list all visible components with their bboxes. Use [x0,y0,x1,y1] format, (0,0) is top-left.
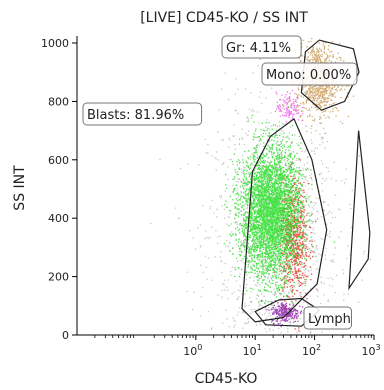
population-lymph-dots [260,298,307,328]
x-tick-label: 101 [243,343,262,358]
y-tick-label: 800 [48,95,69,108]
population-mono-dots [274,89,304,125]
y-tick-label: 200 [48,271,69,284]
gate-label-text: Blasts: 81.96% [87,108,184,123]
population-gr-points [281,37,355,133]
gate-labels: Blasts: 81.96% Gr: 4.11% Mono: 0.00% Lymph [82,35,358,330]
gate-label-text: Gr: 4.11% [226,41,291,56]
population-blasts-dots [220,74,335,323]
y-axis-ticks: 0 200 400 600 800 1000 [41,37,77,342]
gate-label-text: Lymph [308,312,351,327]
chart-title: [LIVE] CD45-KO / SS INT [140,10,308,26]
gate-label-mono: Mono: 0.00% [261,62,358,86]
gate-label-gr: Gr: 4.11% [221,35,302,59]
gate-label-text: Mono: 0.00% [266,68,351,83]
population-gr-dots [281,37,355,133]
x-tick-label: 102 [302,343,321,358]
gate-label-box [221,35,302,59]
axes [76,36,374,336]
x-axis-label: CD45-KO [195,371,258,387]
x-axis-ticks: 100 101 102 103 [94,335,381,358]
gate-label-blasts: Blasts: 81.96% [82,102,203,126]
gate-unlabeled[interactable] [348,130,371,291]
gate-blasts[interactable] [241,117,328,323]
gate-label-box [261,62,358,86]
x-tick-label: 103 [361,343,380,358]
x-tick-label: 100 [183,343,202,358]
population-lymph-points [260,298,307,328]
y-tick-label: 400 [48,212,69,225]
gate-polygons [241,39,371,327]
population-blasts-points [220,74,335,323]
gate-label-lymph: Lymph [303,306,352,330]
population-mono-points [274,89,304,125]
y-tick-label: 600 [48,154,69,167]
y-axis-label: SS INT [12,165,28,211]
y-tick-label: 0 [62,329,69,342]
gate-gr[interactable] [300,39,360,111]
gate-label-box [82,102,203,126]
y-tick-label: 1000 [41,37,69,50]
gate-label-box [303,306,352,330]
event-dots [150,37,372,334]
